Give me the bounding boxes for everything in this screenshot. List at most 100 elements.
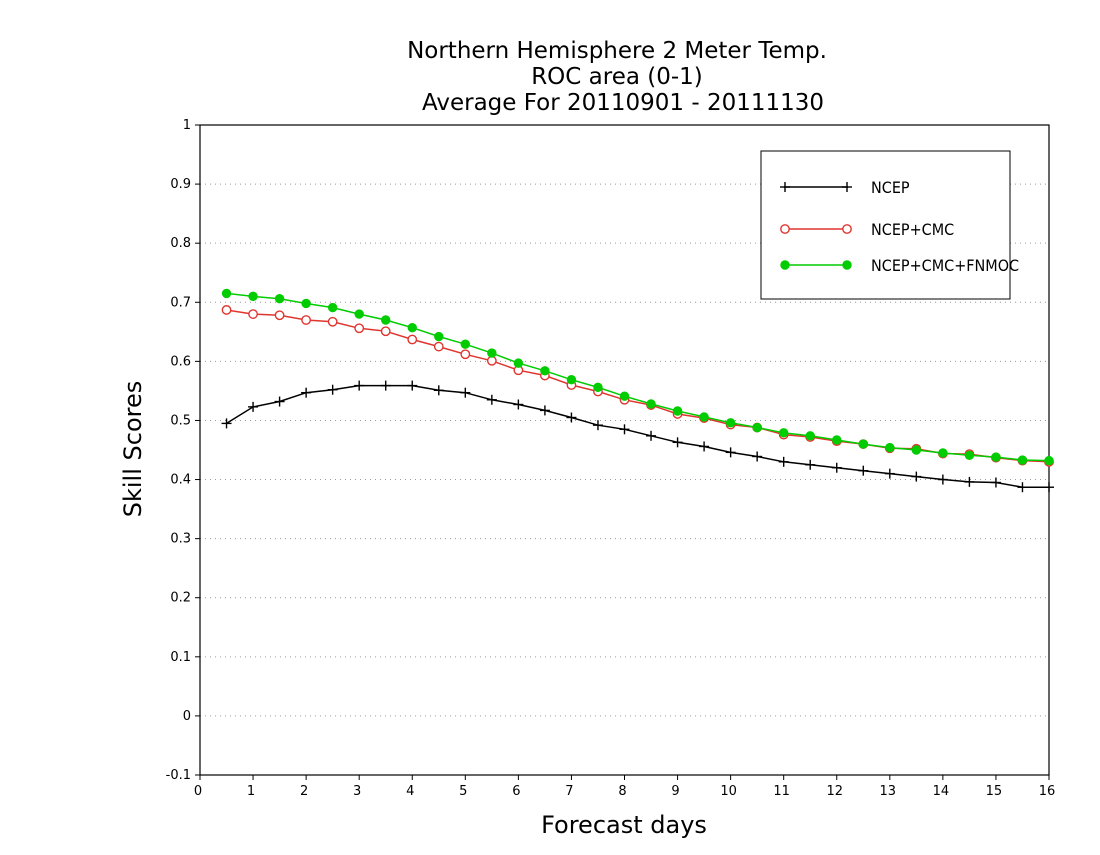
x-tick-label: 9	[671, 784, 679, 799]
x-tick-label: 4	[406, 784, 414, 799]
data-point-ncep	[539, 405, 550, 416]
series-ncep-cmc	[221, 305, 1054, 467]
y-axis-label: Skill Scores	[119, 381, 147, 518]
data-point-ncep	[1017, 482, 1028, 493]
data-point-ncep	[778, 456, 789, 467]
data-point-ncep-cmc	[327, 316, 338, 327]
data-point-ncep-cmc-fnmoc	[1044, 455, 1054, 466]
data-point-ncep-cmc-fnmoc	[434, 331, 444, 342]
x-tick-label: 0	[194, 784, 202, 799]
data-point-ncep-cmc-fnmoc	[672, 406, 683, 416]
y-tick-label: 0.9	[170, 177, 191, 192]
x-tick-label: 3	[353, 784, 361, 799]
legend-marker-start	[780, 182, 790, 192]
data-point-ncep-cmc-fnmoc	[566, 374, 577, 385]
data-point-ncep	[619, 424, 630, 435]
y-tick-label: 0.7	[170, 295, 191, 310]
data-point-ncep	[513, 399, 524, 410]
data-point-ncep-cmc-fnmoc	[593, 382, 603, 393]
chart-title: Northern Hemisphere 2 Meter Temp. ROC ar…	[407, 38, 827, 116]
data-point-ncep-cmc	[301, 315, 312, 325]
data-point-ncep-cmc-fnmoc	[805, 431, 815, 441]
data-point-ncep-cmc-fnmoc	[964, 450, 975, 461]
data-point-ncep-cmc	[274, 310, 285, 321]
data-point-ncep	[301, 387, 312, 398]
x-tick-label: 7	[565, 784, 573, 799]
data-point-ncep-cmc-fnmoc	[832, 435, 842, 445]
data-point-ncep	[646, 430, 657, 441]
data-point-ncep	[592, 420, 603, 431]
x-tick-label: 13	[880, 784, 897, 799]
data-point-ncep-cmc	[407, 334, 418, 345]
chart-title-line-1: Northern Hemisphere 2 Meter Temp.	[407, 38, 827, 64]
data-point-ncep-cmc-fnmoc	[911, 445, 922, 455]
y-tick-label: 0.2	[170, 591, 191, 606]
data-point-ncep-cmc-fnmoc	[354, 309, 364, 319]
data-point-ncep-cmc-fnmoc	[778, 428, 789, 438]
data-point-ncep-cmc-fnmoc	[752, 422, 762, 433]
legend-entry-ncep-cmc-fnmoc: NCEP+CMC+FNMOC	[780, 256, 1019, 275]
series-ncep-cmc-fnmoc	[221, 288, 1054, 466]
data-point-ncep-cmc-fnmoc	[513, 358, 524, 368]
data-point-ncep-cmc-fnmoc	[858, 439, 868, 449]
data-point-ncep-cmc-fnmoc	[885, 442, 895, 453]
data-point-ncep	[858, 465, 869, 476]
legend-entry-ncep-cmc: NCEP+CMC	[780, 220, 954, 239]
y-tick-label: 0.3	[170, 532, 191, 547]
data-point-ncep	[354, 380, 365, 391]
data-point-ncep	[911, 471, 922, 482]
data-point-ncep	[566, 412, 577, 423]
data-point-ncep	[672, 437, 683, 448]
data-point-ncep	[380, 380, 391, 391]
data-point-ncep-cmc-fnmoc	[248, 291, 258, 302]
axes: -0.100.10.20.30.40.50.60.70.80.910 1 2 3 4 5 6…	[166, 118, 1056, 799]
data-point-ncep-cmc-fnmoc	[301, 298, 311, 309]
y-tick-label: 0.8	[170, 236, 191, 251]
data-point-ncep-cmc	[433, 341, 444, 352]
series-line-ncep-cmc-fnmoc	[226, 292, 1050, 462]
y-tick-label: 0.6	[170, 354, 191, 369]
data-point-ncep-cmc	[380, 326, 391, 337]
data-point-ncep	[699, 441, 710, 452]
data-point-ncep	[460, 387, 471, 398]
plot-series	[221, 288, 1054, 493]
data-point-ncep	[884, 468, 895, 479]
series-line-ncep-cmc	[226, 309, 1050, 463]
data-point-ncep	[937, 474, 948, 485]
data-point-ncep-cmc-fnmoc	[991, 452, 1001, 462]
data-point-ncep-cmc-fnmoc	[619, 391, 630, 401]
y-tick-label: 1	[183, 118, 191, 133]
legend-label-ncep: NCEP	[871, 178, 910, 197]
legend-marker-start	[780, 224, 790, 234]
x-tick-label: 10	[720, 784, 737, 799]
legend-marker-start	[780, 260, 790, 270]
data-point-ncep	[274, 396, 285, 407]
data-point-ncep-cmc	[486, 355, 497, 366]
data-point-ncep	[486, 394, 497, 405]
series-ncep	[221, 380, 1054, 493]
data-point-ncep	[221, 418, 232, 429]
data-point-ncep	[327, 384, 338, 395]
data-point-ncep-cmc-fnmoc	[381, 315, 391, 325]
data-point-ncep	[752, 451, 763, 462]
data-point-ncep-cmc-fnmoc	[646, 399, 656, 409]
y-tick-label: 0.1	[170, 650, 191, 665]
data-point-ncep	[805, 459, 816, 470]
x-tick-label: 12	[826, 784, 843, 799]
data-point-ncep-cmc-fnmoc	[1017, 455, 1028, 465]
data-point-ncep-cmc-fnmoc	[725, 418, 736, 428]
legend: NCEP NCEP+CMC NCEP+CMC+FNMOC	[760, 150, 1019, 300]
data-point-ncep-cmc-fnmoc	[407, 322, 417, 333]
data-point-ncep	[407, 380, 418, 391]
chart-title-line-2: ROC area (0-1)	[531, 64, 703, 90]
x-tick-label: 15	[986, 784, 1003, 799]
chart-title-line-3: Average For 20110901 - 20111130	[422, 90, 824, 116]
y-tick-label: 0.4	[170, 473, 191, 488]
x-tick-label: 2	[300, 784, 308, 799]
x-tick-label: 5	[459, 784, 467, 799]
data-point-ncep-cmc	[460, 349, 471, 360]
x-tick-label: 16	[1039, 784, 1056, 799]
legend-entry-ncep: NCEP	[780, 178, 910, 197]
legend-label-ncep-cmc-fnmoc: NCEP+CMC+FNMOC	[871, 256, 1019, 275]
